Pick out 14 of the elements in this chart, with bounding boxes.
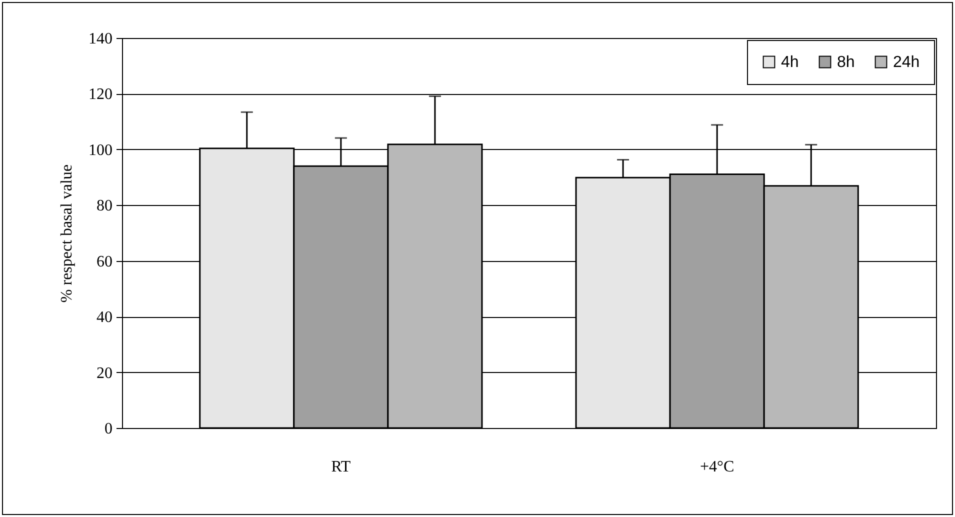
y-axis-title: % respect basal value	[58, 164, 76, 303]
y-tick-label: 120	[88, 86, 112, 104]
y-tick-label: 100	[88, 142, 112, 159]
y-tick-label: 80	[96, 198, 112, 215]
y-tick-label: 40	[96, 309, 112, 326]
y-tick-label: 0	[104, 420, 112, 438]
legend-label: 8h	[837, 54, 855, 71]
y-tick-label: 140	[88, 30, 112, 48]
x-tick-label: +4°C	[700, 458, 734, 476]
legend-label: 4h	[781, 54, 799, 71]
x-tick-label: RT	[331, 458, 351, 476]
y-tick-label: 20	[96, 364, 112, 382]
legend-label: 24h	[893, 54, 920, 71]
y-tick-label: 60	[96, 253, 112, 270]
